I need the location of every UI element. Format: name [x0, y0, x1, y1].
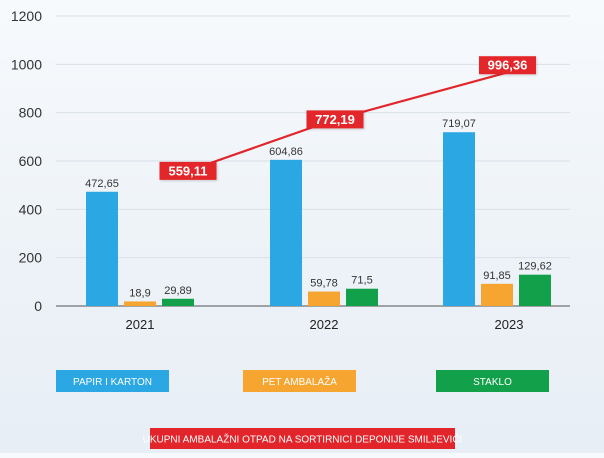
total-line: 559,11 772,19 996,36	[159, 56, 536, 180]
total-label: 772,19	[306, 110, 364, 129]
bar	[86, 191, 118, 306]
bar	[270, 159, 302, 306]
legend-item: STAKLO	[436, 370, 549, 392]
legend: PAPIR I KARTON PET AMBALAŽA STAKLO	[56, 370, 549, 392]
bar-value-label: 472,65	[85, 178, 119, 190]
total-label: 996,36	[479, 56, 536, 75]
title-box	[150, 428, 455, 449]
bar	[346, 288, 378, 306]
total-label-text: 559,11	[168, 163, 207, 178]
legend-swatch	[56, 370, 169, 392]
y-tick-label: 800	[19, 105, 43, 121]
legend-label: STAKLO	[473, 377, 512, 388]
bar	[443, 132, 475, 306]
bar-value-label: 29,89	[164, 285, 192, 297]
x-tick-label: 2021	[126, 317, 155, 332]
legend-swatch	[436, 370, 549, 392]
total-label-box	[306, 110, 364, 129]
legend-label: PET AMBALAŽA	[262, 375, 337, 388]
x-tick-label: 2022	[310, 317, 339, 332]
total-label: 559,11	[159, 161, 217, 180]
y-tick-label: 400	[19, 201, 43, 217]
y-tick-label: 1200	[11, 8, 42, 24]
legend-item: PAPIR I KARTON	[56, 370, 169, 392]
bar	[519, 274, 551, 306]
y-tick-label: 600	[19, 153, 43, 169]
total-label-box	[479, 56, 536, 75]
bar	[481, 283, 513, 306]
bar	[308, 291, 340, 306]
bar-value-label: 18,9	[129, 287, 150, 299]
bar-value-label: 719,07	[442, 118, 476, 130]
chart-title: UKUPNI AMBALAŽNI OTPAD NA SORTIRNICI DEP…	[143, 428, 463, 449]
x-axis: 2021 2022 2023	[126, 317, 524, 332]
x-tick-label: 2023	[495, 317, 524, 332]
bar-value-label: 129,62	[518, 261, 552, 273]
bar-labels: 472,65 604,86 719,07 18,9 59,78 91,85 29,89 71,…	[85, 118, 552, 299]
y-tick-label: 200	[19, 250, 43, 266]
legend-label: PAPIR I KARTON	[73, 377, 152, 388]
bar-value-label: 91,85	[483, 270, 511, 282]
bar	[162, 298, 194, 306]
bar-value-label: 604,86	[269, 146, 303, 158]
title-text: UKUPNI AMBALAŽNI OTPAD NA SORTIRNICI DEP…	[143, 433, 463, 446]
total-label-box	[159, 161, 217, 180]
gridlines	[56, 15, 570, 259]
legend-item: PET AMBALAŽA	[243, 370, 356, 392]
total-label-text: 772,19	[315, 112, 355, 127]
y-tick-label: 0	[34, 298, 42, 314]
bar	[124, 301, 156, 306]
bar-value-label: 71,5	[351, 275, 372, 287]
bar-value-label: 59,78	[310, 278, 338, 290]
y-tick-label: 1000	[11, 56, 42, 72]
bars	[86, 132, 551, 306]
total-label-text: 996,36	[488, 58, 528, 73]
legend-swatch	[243, 370, 356, 392]
